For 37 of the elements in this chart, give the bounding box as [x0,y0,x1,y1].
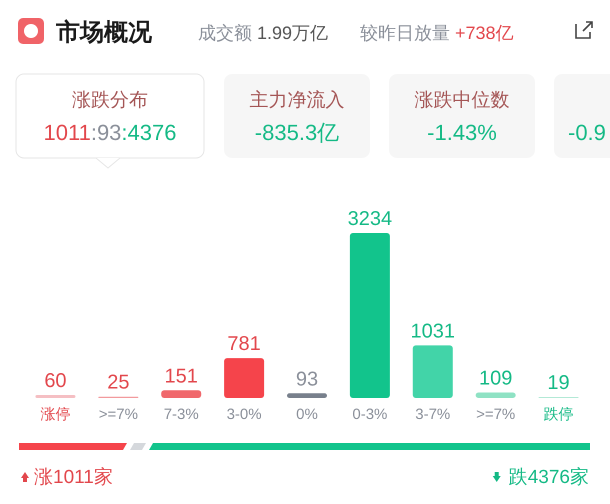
x-tick-label: >=7% [98,406,138,423]
text: -835.3亿 [254,120,340,145]
text: 涨跌中位数 [414,90,510,111]
data-label: 109 [478,367,512,390]
bar [35,394,76,398]
x-tick-label: 涨停 [40,406,70,423]
bar [161,390,202,398]
x-tick-label: 0% [296,406,318,423]
data-label: 60 [44,370,67,392]
x-tick-label: 0-3% [352,406,388,423]
text: 主力净流入 [250,89,344,111]
text: 1011:93:4376 [44,120,176,145]
text: -1.43% [427,120,497,145]
text: 涨1011家 [34,466,113,488]
data-label: 25 [107,372,130,394]
bar [476,392,516,398]
data-label: 151 [164,365,198,388]
text: -0.9 [568,120,606,145]
data-label: 781 [227,333,261,356]
text: 涨跌分布 [72,90,148,111]
bar [287,393,327,398]
text: 成交额 1.99万亿 [198,23,328,43]
x-tick-label: 3-0% [226,406,262,423]
x-tick-label: 跌停 [544,406,574,423]
bar [224,358,264,398]
data-label: 93 [296,368,318,390]
x-tick-label: 7-3% [164,406,199,423]
data-label: 1031 [410,320,456,342]
bar [350,233,390,398]
text: 跌4376家 [508,466,589,488]
x-tick-label: >=7% [476,406,516,423]
bar [412,345,453,398]
text: 较昨日放量 +738亿 [360,23,514,43]
chart-title: 市场概况 [55,19,153,46]
data-label: 3234 [348,208,392,230]
data-label: 19 [547,372,570,394]
x-tick-label: 3-7% [415,406,450,423]
